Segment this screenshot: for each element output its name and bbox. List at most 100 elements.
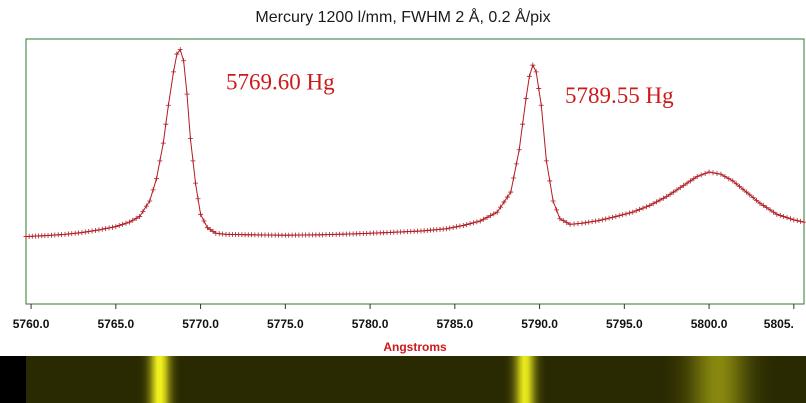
data-point-marker: [643, 204, 649, 210]
data-point-marker: [184, 91, 190, 97]
data-point-marker: [454, 224, 460, 230]
data-point-marker: [106, 225, 112, 231]
data-point-marker: [195, 196, 201, 202]
data-point-marker: [740, 186, 746, 192]
data-point-marker: [674, 187, 680, 193]
data-point-marker: [637, 206, 643, 212]
annotation-group: 5769.60 Hg 5789.55 Hg: [226, 70, 674, 108]
data-point-marker: [554, 207, 560, 213]
data-point-marker: [137, 214, 143, 220]
data-point-marker: [747, 192, 753, 198]
data-point-marker: [620, 212, 626, 218]
data-point-marker: [560, 218, 566, 224]
data-point-marker: [109, 224, 115, 230]
chart-title: Mercury 1200 l/mm, FWHM 2 Å, 0.2 Å/pix: [255, 7, 550, 26]
data-point-marker: [613, 214, 619, 220]
data-point-marker: [606, 215, 612, 221]
data-point-marker: [743, 189, 749, 195]
x-tick-label: 5780.0: [352, 317, 389, 331]
data-point-marker: [103, 226, 109, 232]
data-point-marker: [92, 227, 98, 233]
data-point-marker: [192, 180, 198, 186]
x-tick-label: 5785.0: [436, 317, 473, 331]
data-point-marker: [165, 102, 171, 108]
data-point-marker: [530, 62, 536, 68]
data-point-marker: [140, 208, 146, 214]
data-point-marker: [96, 227, 102, 233]
peak-annotation: 5789.55 Hg: [565, 83, 674, 108]
data-point-marker: [543, 158, 549, 164]
series-line-group: [23, 47, 806, 240]
data-point-marker: [177, 47, 183, 53]
data-point-marker: [550, 198, 556, 204]
data-point-marker: [781, 214, 787, 220]
data-point-marker: [737, 183, 743, 189]
data-point-marker: [154, 176, 160, 182]
spectrum-strip-left-edge: [0, 356, 26, 403]
data-point-marker: [767, 207, 773, 213]
data-point-marker: [89, 228, 95, 234]
data-point-marker: [664, 194, 670, 200]
data-point-marker: [657, 197, 663, 203]
data-point-marker: [579, 220, 585, 226]
data-point-marker: [791, 217, 797, 223]
peak-annotation: 5769.60 Hg: [226, 70, 335, 95]
data-point-marker: [494, 209, 500, 215]
data-point-marker: [684, 180, 690, 186]
data-point-marker: [564, 219, 570, 225]
data-point-marker: [722, 173, 728, 179]
data-point-marker: [467, 221, 473, 227]
data-point-marker: [710, 170, 716, 176]
data-point-marker: [157, 158, 163, 164]
data-point-marker: [516, 147, 522, 153]
data-point-marker: [210, 228, 216, 234]
data-point-marker: [198, 211, 204, 217]
spectrum-strip: [0, 356, 806, 403]
data-point-marker: [650, 201, 656, 207]
data-point-marker: [798, 218, 804, 224]
data-point-marker: [754, 197, 760, 203]
x-tick-label: 5790.0: [521, 317, 558, 331]
data-point-marker: [596, 218, 602, 224]
data-point-marker: [470, 220, 476, 226]
data-point-marker: [447, 225, 453, 231]
data-point-marker: [477, 218, 483, 224]
data-point-marker: [443, 226, 449, 232]
data-point-marker: [714, 171, 720, 177]
data-point-marker: [120, 221, 126, 227]
data-point-marker: [670, 189, 676, 195]
data-point-marker: [706, 169, 712, 175]
data-point-marker: [593, 218, 599, 224]
data-point-marker: [630, 209, 636, 215]
data-point-marker: [547, 178, 553, 184]
data-point-marker: [681, 182, 687, 188]
x-tick-label: 5770.0: [182, 317, 219, 331]
plot-frame: [25, 38, 805, 305]
data-point-marker: [616, 213, 622, 219]
data-point-marker: [718, 171, 724, 177]
data-point-marker: [757, 200, 763, 206]
data-point-marker: [687, 178, 693, 184]
data-point-marker: [654, 199, 660, 205]
x-axis: 5760.0 5765.0 5770.0 5775.0 5780.0 5785.0 5790…: [13, 304, 795, 331]
data-point-marker: [133, 215, 139, 221]
data-point-marker: [82, 229, 88, 235]
data-point-marker: [474, 219, 480, 225]
data-point-marker: [677, 185, 683, 191]
data-point-marker: [123, 220, 129, 226]
data-point-marker: [163, 121, 169, 127]
data-point-marker: [526, 73, 532, 79]
x-tick-label: 5800.0: [691, 317, 728, 331]
data-point-marker: [730, 178, 736, 184]
data-point-marker: [170, 69, 176, 75]
data-point-marker: [794, 218, 800, 224]
data-point-marker: [557, 216, 563, 222]
data-point-marker: [694, 173, 700, 179]
data-point-marker: [647, 202, 653, 208]
data-point-marker: [777, 212, 783, 218]
data-point-marker: [491, 211, 497, 217]
data-point-marker: [626, 210, 632, 216]
data-point-marker: [504, 194, 510, 200]
data-point-marker: [702, 171, 708, 177]
x-axis-label: Angstroms: [383, 340, 447, 354]
